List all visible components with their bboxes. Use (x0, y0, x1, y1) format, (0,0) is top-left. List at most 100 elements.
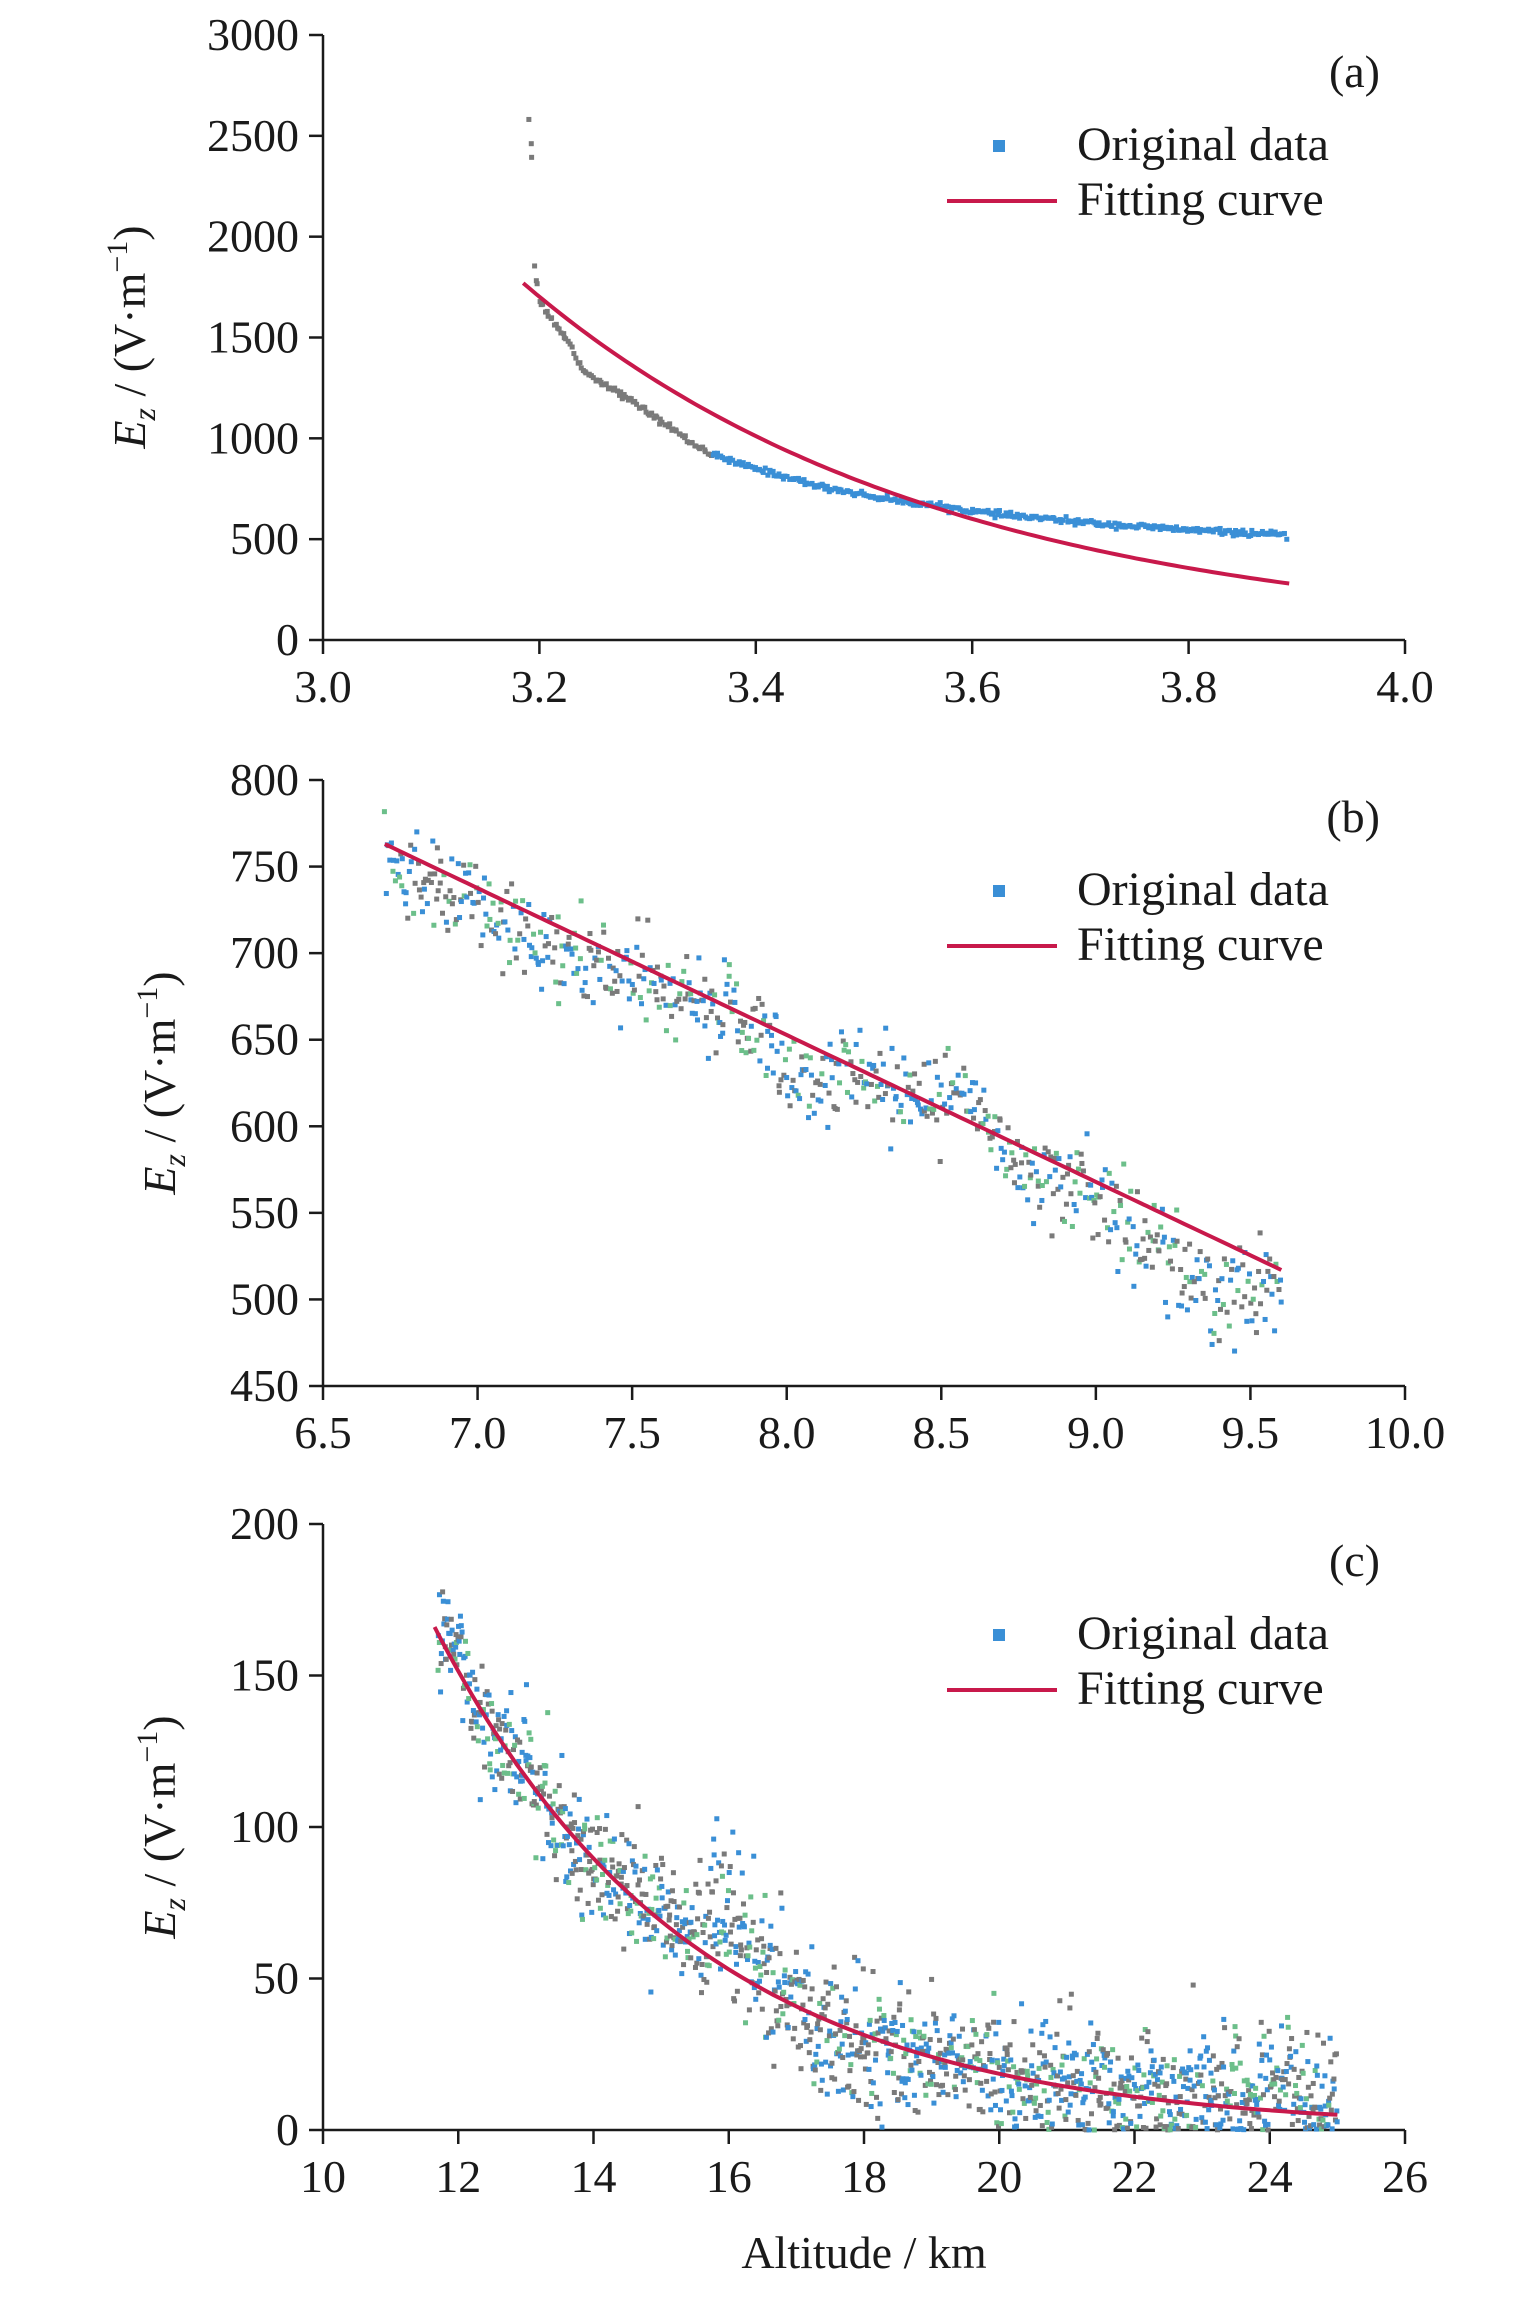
data-point (840, 2087, 846, 2093)
data-point (819, 1071, 825, 1077)
data-point (667, 980, 673, 986)
data-point (451, 895, 457, 901)
data-point (665, 962, 671, 968)
data-point (1171, 2057, 1177, 2063)
data-point (1191, 2083, 1197, 2089)
data-point (1176, 1302, 1182, 1308)
data-point (1017, 515, 1023, 521)
data-point (1190, 2124, 1196, 2130)
data-point (492, 1787, 498, 1793)
data-point (1132, 2065, 1138, 2071)
data-point (781, 1973, 787, 1979)
data-point (1178, 2106, 1184, 2112)
data-point (645, 1917, 651, 1923)
data-point (977, 2106, 983, 2112)
data-point (484, 1689, 490, 1695)
data-point (672, 1936, 678, 1942)
data-point (704, 1979, 710, 1985)
data-point (462, 1638, 468, 1644)
data-point (976, 1100, 982, 1106)
data-point (1022, 2083, 1028, 2089)
data-point (961, 2073, 967, 2079)
data-point (523, 1682, 529, 1688)
data-point (587, 931, 593, 937)
data-point (680, 1924, 686, 1930)
data-point (617, 1901, 623, 1907)
data-point (908, 2017, 914, 2023)
data-point (921, 2033, 927, 2039)
data-point (466, 1681, 472, 1687)
data-point (507, 960, 513, 966)
data-point (455, 861, 461, 867)
data-point (1056, 2105, 1062, 2111)
data-point (505, 1770, 511, 1776)
data-point (702, 976, 708, 982)
data-point (1109, 1180, 1115, 1186)
data-point (967, 2059, 973, 2065)
data-point (732, 1916, 738, 1922)
data-point (897, 1109, 903, 1115)
data-point (1157, 2122, 1163, 2128)
data-point (726, 973, 732, 979)
data-point (1073, 2092, 1079, 2098)
data-point (702, 1940, 708, 1946)
data-point (1178, 1267, 1184, 1273)
data-point (911, 2029, 917, 2035)
data-point (846, 1049, 852, 1055)
data-point (473, 1710, 479, 1716)
data-point (926, 2045, 932, 2051)
data-point (416, 887, 422, 893)
data-point (1016, 2086, 1022, 2092)
data-point (1041, 2088, 1047, 2094)
data-point (665, 1889, 671, 1895)
data-point (509, 1728, 515, 1734)
data-point (727, 1864, 733, 1870)
data-point (974, 2080, 980, 2086)
data-point (1256, 2041, 1262, 2047)
data-point (1166, 1244, 1172, 1250)
data-point (559, 943, 565, 949)
data-point (688, 991, 694, 997)
y-tick-label: 2500 (207, 110, 299, 161)
data-point (1263, 1252, 1269, 1258)
data-point (575, 1833, 581, 1839)
data-point (718, 1033, 724, 1039)
data-point (755, 1937, 761, 1943)
data-point (526, 901, 532, 907)
data-point (553, 1848, 559, 1854)
y-tick-label: 2000 (207, 211, 299, 262)
data-point (1187, 1241, 1193, 1247)
data-point (931, 2100, 937, 2106)
data-point (960, 2057, 966, 2063)
data-point (741, 1022, 747, 1028)
data-point (1092, 2085, 1098, 2091)
data-point (527, 1755, 533, 1761)
data-point (726, 1949, 732, 1955)
data-point (1046, 2126, 1052, 2132)
data-point (961, 1065, 967, 1071)
data-point (863, 2040, 869, 2046)
data-point (720, 1918, 726, 1924)
data-point (653, 989, 659, 995)
data-point (1017, 1174, 1023, 1180)
data-point (552, 1853, 558, 1859)
data-point (872, 1098, 878, 1104)
data-point (566, 934, 572, 940)
data-point (1071, 1202, 1077, 1208)
y-tick-label: 50 (253, 1953, 299, 2004)
data-point (1145, 2029, 1151, 2035)
data-point (383, 891, 389, 897)
data-point (553, 1877, 559, 1883)
x-tick-label: 3.8 (1160, 661, 1218, 712)
data-point (461, 862, 467, 868)
data-point (1273, 1261, 1279, 1267)
data-point (820, 483, 826, 489)
data-point (1197, 527, 1203, 533)
data-point (1212, 2095, 1218, 2101)
data-point (713, 1050, 719, 1056)
data-point (544, 308, 550, 314)
data-point (809, 480, 815, 486)
data-point (1240, 2092, 1246, 2098)
data-point (636, 1877, 642, 1883)
data-point (838, 2019, 844, 2025)
